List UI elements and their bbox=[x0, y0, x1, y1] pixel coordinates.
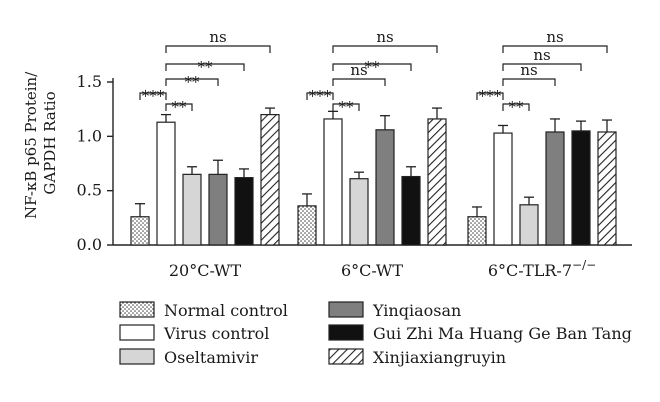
bars bbox=[130, 107, 617, 246]
significance-bracket: ** bbox=[332, 58, 412, 76]
bracket-line bbox=[165, 103, 193, 111]
bar bbox=[545, 131, 565, 246]
legend-item: Virus control bbox=[119, 324, 269, 343]
significance-bracket: *** bbox=[306, 87, 334, 105]
bar bbox=[156, 121, 176, 246]
significance-label: ns bbox=[533, 46, 550, 64]
y-axis-title: NF-κB p65 Protein/ GAPDH Ratio bbox=[22, 67, 59, 219]
bar bbox=[297, 205, 317, 246]
legend-label: Oseltamivir bbox=[164, 348, 258, 367]
significance-label: ** bbox=[198, 58, 214, 76]
bar bbox=[493, 132, 513, 246]
bar bbox=[208, 173, 228, 246]
group-label-superscript: −/− bbox=[572, 258, 596, 272]
group-label: 6°C-TLR-7−/− bbox=[488, 258, 596, 280]
bar bbox=[467, 216, 487, 246]
legend-swatch bbox=[328, 348, 364, 365]
significance-label: ns bbox=[209, 28, 226, 46]
significance-bracket: ns bbox=[332, 28, 438, 53]
significance-label: ** bbox=[185, 73, 201, 91]
bar bbox=[571, 130, 591, 246]
significance-label: ** bbox=[172, 98, 188, 116]
significance-bracket: ** bbox=[165, 98, 193, 116]
bar bbox=[427, 118, 447, 246]
legend-swatch bbox=[119, 324, 155, 341]
y-axis-title-line2: GAPDH Ratio bbox=[41, 91, 59, 194]
legend-item: Gui Zhi Ma Huang Ge Ban Tang bbox=[328, 324, 632, 343]
bracket-line bbox=[165, 78, 219, 86]
significance-bracket: *** bbox=[476, 87, 504, 105]
bar bbox=[597, 131, 617, 246]
significance-bracket: ** bbox=[165, 73, 219, 91]
significance-bracket: ns bbox=[502, 61, 556, 86]
bracket-line bbox=[502, 45, 608, 53]
legend-item: Oseltamivir bbox=[119, 348, 258, 367]
significance-label: *** bbox=[309, 87, 332, 105]
bracket-line bbox=[332, 45, 438, 53]
significance-label: ** bbox=[509, 98, 525, 116]
legend-item: Xinjiaxiangruyin bbox=[328, 348, 506, 367]
bracket-line bbox=[165, 45, 271, 53]
legend-item: Normal control bbox=[119, 301, 288, 320]
y-tick-label: 0.0 bbox=[77, 235, 102, 254]
bar bbox=[323, 118, 343, 246]
bar bbox=[182, 173, 202, 246]
significance-bracket: ns bbox=[502, 46, 582, 71]
legend-label: Yinqiaosan bbox=[372, 301, 461, 320]
significance-label: ns bbox=[376, 28, 393, 46]
legend-item: Yinqiaosan bbox=[328, 301, 461, 320]
legend-swatch bbox=[119, 301, 155, 318]
significance-label: ns bbox=[350, 61, 367, 79]
bar bbox=[130, 216, 150, 246]
y-tick-label: 0.5 bbox=[77, 181, 102, 200]
bar bbox=[401, 175, 421, 246]
y-tick-label: 1.0 bbox=[77, 126, 102, 145]
bar bbox=[519, 204, 539, 246]
legend-label: Gui Zhi Ma Huang Ge Ban Tang bbox=[373, 324, 632, 343]
bracket-line bbox=[476, 92, 504, 100]
bracket-line bbox=[502, 78, 556, 86]
significance-bracket: ns bbox=[502, 28, 608, 53]
significance-bracket: ** bbox=[165, 58, 245, 76]
legend-swatch bbox=[328, 324, 364, 341]
significance-label: ns bbox=[546, 28, 563, 46]
legend-swatch bbox=[328, 301, 364, 318]
bracket-line bbox=[306, 92, 334, 100]
significance-label: ns bbox=[520, 61, 537, 79]
legend: Normal control Virus control Oseltamivir Yi… bbox=[119, 301, 632, 367]
legend-label: Normal control bbox=[164, 301, 288, 320]
bracket-line bbox=[139, 92, 167, 100]
y-tick-label: 1.5 bbox=[77, 72, 102, 91]
bracket-line bbox=[332, 63, 412, 71]
bracket-line bbox=[502, 103, 530, 111]
legend-swatch bbox=[119, 348, 155, 365]
group-labels: 20°C-WT 6°C-WT 6°C-TLR-7−/− bbox=[169, 258, 596, 280]
significance-label: ** bbox=[365, 58, 381, 76]
y-axis-title-line1: NF-κB p65 Protein/ bbox=[22, 71, 40, 219]
significance-label: ** bbox=[339, 98, 355, 116]
significance-bracket: ** bbox=[502, 98, 530, 116]
significance-label: *** bbox=[479, 87, 502, 105]
significance-bracket: ns bbox=[332, 61, 386, 86]
significance-label: *** bbox=[142, 87, 165, 105]
bracket-line bbox=[332, 103, 360, 111]
significance-bracket: ns bbox=[165, 28, 271, 53]
bar bbox=[349, 178, 369, 246]
legend-label: Virus control bbox=[163, 324, 269, 343]
significance-bracket: *** bbox=[139, 87, 167, 105]
bracket-line bbox=[332, 78, 386, 86]
bracket-line bbox=[502, 63, 582, 71]
significance-bracket: ** bbox=[332, 98, 360, 116]
bracket-line bbox=[165, 63, 245, 71]
group-label: 6°C-WT bbox=[341, 261, 403, 280]
bar bbox=[375, 129, 395, 246]
group-label: 20°C-WT bbox=[169, 261, 242, 280]
legend-label: Xinjiaxiangruyin bbox=[373, 348, 506, 367]
bar bbox=[260, 113, 280, 246]
bar bbox=[234, 177, 254, 246]
